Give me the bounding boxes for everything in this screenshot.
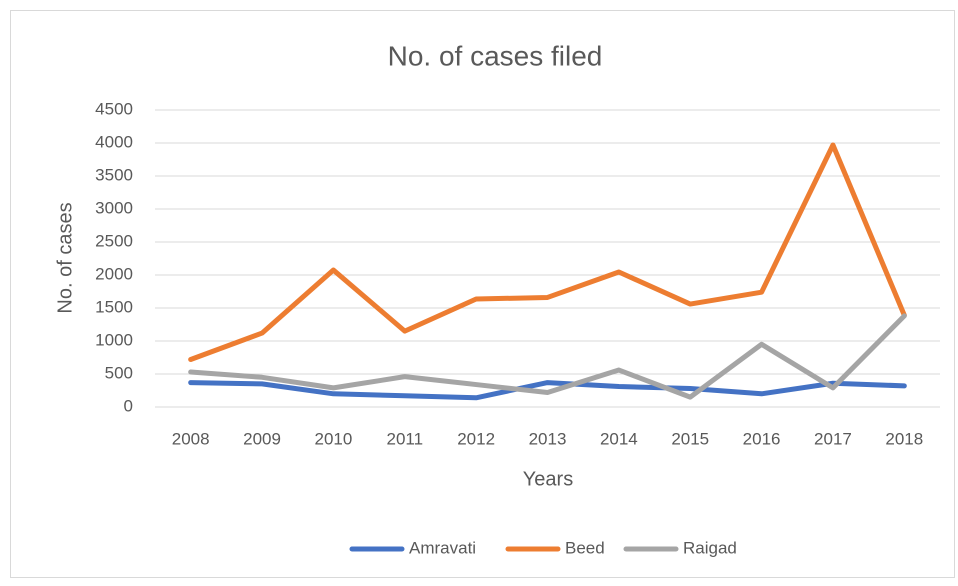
x-tick-label: 2017	[814, 429, 852, 448]
y-tick-label: 3000	[95, 198, 133, 217]
x-tick-label: 2015	[671, 429, 709, 448]
x-tick-label: 2011	[386, 429, 423, 448]
series-line	[188, 142, 907, 362]
x-tick-label: 2014	[600, 429, 638, 448]
x-tick-label: 2012	[457, 429, 495, 448]
y-tick-label: 1000	[95, 330, 133, 349]
legend-label: Amravati	[409, 538, 476, 557]
y-tick-label: 2000	[95, 264, 133, 283]
y-tick-label: 0	[124, 396, 133, 415]
y-tick-label: 4500	[95, 99, 133, 118]
x-tick-label: 2016	[743, 429, 781, 448]
y-tick-label: 3500	[95, 165, 133, 184]
y-tick-label: 1500	[95, 297, 133, 316]
y-tick-label: 4000	[95, 132, 133, 151]
x-tick-label: 2010	[314, 429, 352, 448]
x-tick-label: 2009	[243, 429, 281, 448]
y-axis-label: No. of cases	[54, 202, 76, 313]
x-axis-label: Years	[523, 468, 573, 490]
x-tick-label: 2013	[529, 429, 567, 448]
y-tick-label: 2500	[95, 231, 133, 250]
x-tick-label: 2008	[172, 429, 210, 448]
chart-title: No. of cases filed	[388, 40, 603, 71]
y-tick-label: 500	[105, 363, 133, 382]
legend-label: Raigad	[683, 538, 737, 557]
x-tick-label: 2018	[885, 429, 923, 448]
chart-frame	[10, 10, 955, 578]
series-line	[188, 380, 907, 401]
legend-label: Beed	[565, 538, 605, 557]
series-line	[188, 313, 907, 400]
